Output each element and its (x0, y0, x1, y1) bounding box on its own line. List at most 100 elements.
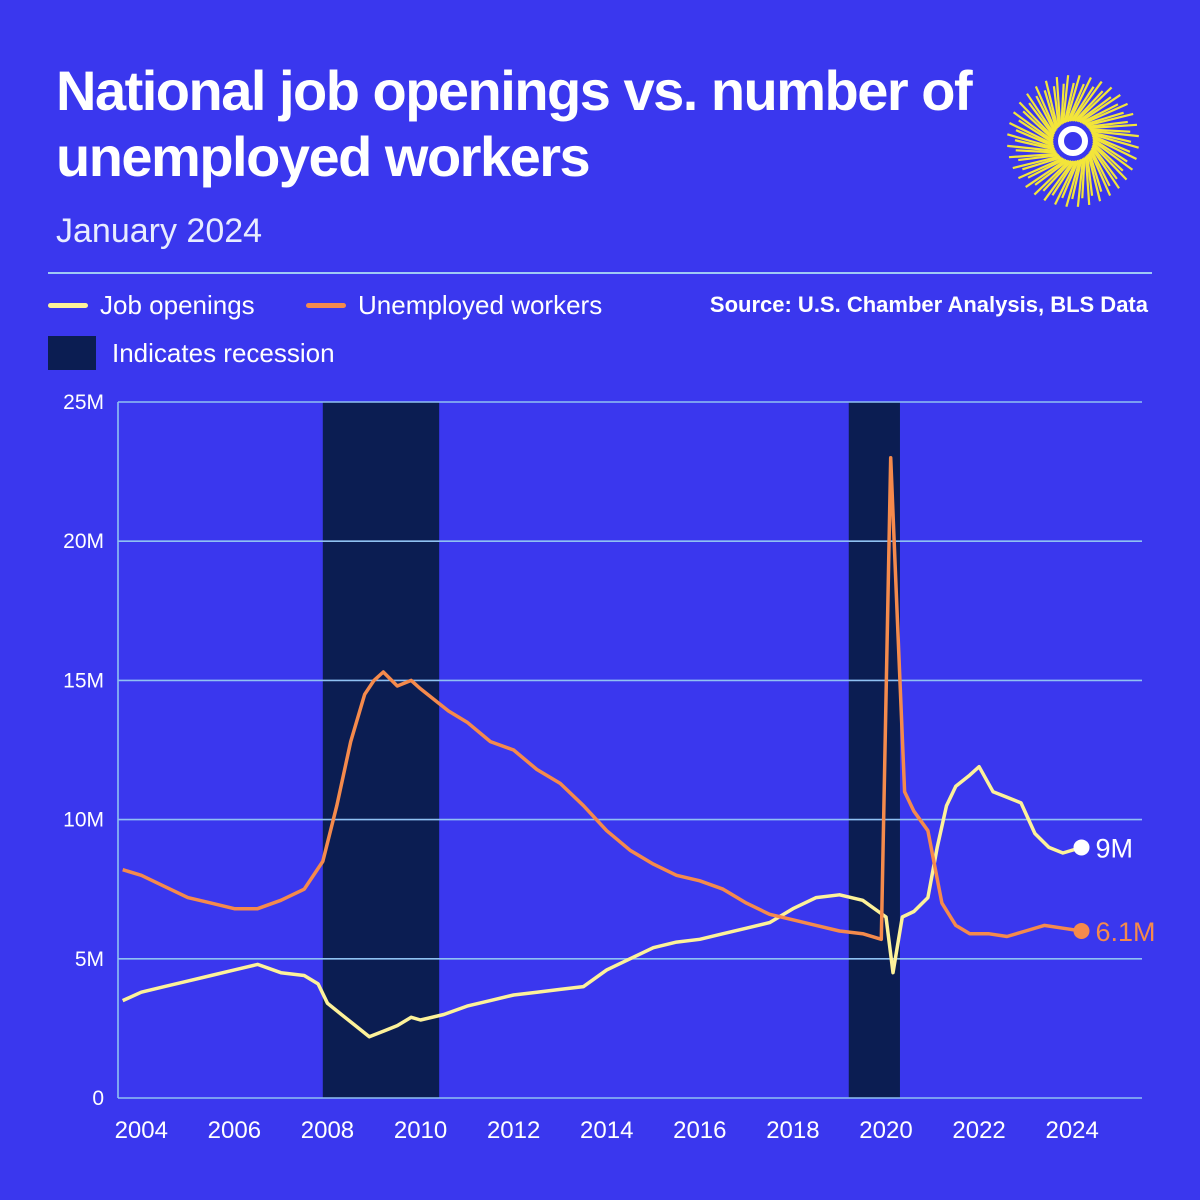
logo-ray (1026, 93, 1056, 135)
legend-recession: Indicates recession (48, 336, 335, 370)
logo-ray (1084, 156, 1091, 206)
header-divider (48, 272, 1152, 274)
unemployed-end-point (1073, 922, 1090, 939)
x-tick-label: 2020 (859, 1117, 912, 1144)
logo-ray (1081, 157, 1086, 199)
logo-ray (1070, 86, 1095, 122)
logo-ray (1091, 145, 1118, 180)
source-note: Source: U.S. Chamber Analysis, BLS Data (709, 292, 1148, 317)
y-tick-label: 15M (63, 669, 104, 692)
logo-ray (1092, 140, 1134, 171)
logo-ray (1014, 139, 1056, 151)
logo-ray (1092, 136, 1137, 160)
y-tick-label: 25M (63, 391, 104, 414)
logo-ray (1089, 150, 1112, 197)
logo-ray (1091, 134, 1131, 153)
legend-job-openings-swatch (48, 303, 88, 308)
logo-ray (1033, 159, 1071, 196)
logo-ray (1061, 159, 1080, 199)
logo-ray (1054, 160, 1078, 205)
logo-ray (1012, 111, 1054, 142)
logo-ray (1088, 123, 1138, 130)
logo-ray (1022, 156, 1062, 171)
logo-ray (1015, 129, 1055, 148)
x-tick-label: 2004 (115, 1117, 168, 1144)
legend-job-openings-label: Job openings (100, 290, 255, 320)
logo-ray (1018, 101, 1055, 139)
logo-ray (1087, 120, 1128, 128)
x-tick-label: 2010 (394, 1117, 447, 1144)
y-tick-label: 0 (92, 1087, 104, 1110)
page-title: National job openings vs. number of unem… (56, 59, 973, 188)
job-openings-end-point (1073, 839, 1090, 856)
logo-ray (1018, 154, 1059, 162)
logo-ray (1012, 155, 1061, 170)
logo-ray (1068, 77, 1092, 122)
x-tick-label: 2018 (766, 1117, 819, 1144)
recession-band-1 (322, 402, 440, 1098)
logo-ray (1092, 141, 1124, 172)
logo-ray (1007, 144, 1056, 153)
logo-ray (1071, 158, 1083, 200)
logo-ray (1009, 122, 1054, 146)
logo-ray (1042, 160, 1073, 192)
logo-ray (1022, 110, 1054, 141)
logo-ray (1043, 90, 1058, 130)
y-tick-label: 10M (63, 809, 104, 832)
logo-ray (1090, 131, 1132, 143)
logo-ray (1077, 96, 1112, 123)
logo-ray (1055, 76, 1062, 126)
line-chart: 0 5M 10M 15M 20M 25M 2004 2006 2008 2010 2012 2014 2… (63, 391, 1155, 1144)
logo-ray (1017, 157, 1064, 180)
logo-ray (1076, 158, 1085, 207)
logo-ray (1043, 160, 1074, 202)
logo-ray (1091, 133, 1139, 149)
logo-ray (1052, 86, 1060, 127)
x-tick-label: 2022 (952, 1117, 1005, 1144)
legend-recession-label: Indicates recession (112, 337, 335, 368)
logo-center-ring (1058, 126, 1088, 156)
legend-recession-swatch (48, 336, 96, 370)
logo-ray (1034, 159, 1069, 186)
logo-ray (1025, 158, 1067, 188)
logo-ray (1051, 160, 1076, 196)
logo-ray (1090, 147, 1120, 189)
unemployed-end-label: 6.1M (1095, 917, 1155, 947)
x-tick-label: 2006 (208, 1117, 261, 1144)
x-tick-label: 2024 (1045, 1117, 1098, 1144)
logo-ray (1085, 112, 1134, 127)
x-tick-label: 2012 (487, 1117, 540, 1144)
logo-ray (1091, 143, 1128, 181)
y-tick-label: 20M (63, 530, 104, 553)
logo-ray (1015, 149, 1057, 154)
job-openings-end-label: 9M (1095, 833, 1133, 863)
logo-ray (1090, 148, 1111, 187)
x-tick-label: 2008 (301, 1117, 354, 1144)
legend-job-openings: Job openings (48, 290, 255, 321)
logo-ray (1072, 80, 1103, 122)
logo-ray (1080, 103, 1119, 124)
logo-ray (1065, 159, 1081, 207)
sunburst-logo-icon (1007, 75, 1139, 207)
logo-ray (1034, 85, 1057, 132)
logo-ray (1007, 133, 1055, 149)
logo-ray (1075, 86, 1113, 123)
logo-ray (1090, 129, 1139, 138)
recession-band-2 (848, 402, 900, 1098)
logo-ray (1065, 75, 1081, 123)
logo-ray (1044, 80, 1059, 129)
logo-ray (1082, 102, 1129, 125)
page-subtitle: January 2024 (56, 212, 263, 250)
logo-ray (1066, 83, 1085, 123)
logo-ray (1086, 155, 1094, 196)
legend-unemployed-label: Unemployed workers (358, 290, 603, 320)
logo-ray (1073, 90, 1104, 122)
logo-ray (1035, 95, 1056, 134)
logo-ray (1088, 152, 1103, 192)
logo-ray (1063, 82, 1075, 124)
y-tick-label: 5M (75, 948, 104, 971)
logo-ray (1087, 153, 1102, 202)
logo-ray (1060, 83, 1065, 125)
logo-ray (1084, 111, 1124, 126)
job-openings-line (121, 764, 1083, 1039)
